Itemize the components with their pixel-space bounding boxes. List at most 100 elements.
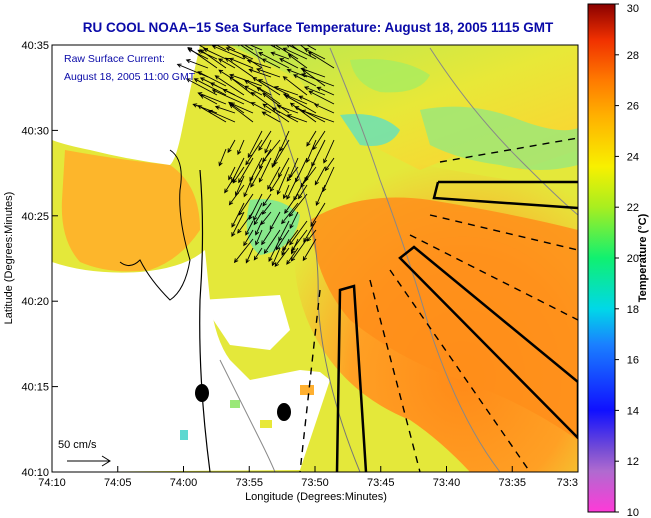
current-vector (294, 106, 326, 123)
current-vector (250, 166, 263, 188)
bathy-contour-1 (254, 47, 361, 472)
current-vector (237, 211, 254, 234)
current-vector (185, 78, 218, 96)
bathy-contour-2 (329, 47, 501, 472)
current-vector (281, 238, 290, 256)
current-vector (243, 85, 263, 96)
current-vector (268, 238, 281, 262)
current-vector (286, 247, 299, 265)
current-vector (176, 63, 209, 78)
current-vector (290, 238, 299, 255)
current-vector (257, 79, 290, 96)
colorbar-tick-label: 18 (627, 304, 639, 316)
current-vector (314, 166, 326, 186)
current-vector (279, 58, 299, 69)
current-vector (246, 59, 272, 69)
current-vector (289, 211, 299, 229)
current-vector (306, 229, 317, 242)
x-tick-label: 73:50 (301, 477, 329, 489)
current-vector (264, 139, 272, 154)
current-vector (287, 54, 308, 69)
current-vector (323, 139, 335, 164)
current-vector (237, 139, 245, 156)
current-vector (211, 89, 245, 105)
current-vector (306, 45, 317, 51)
current-vector (298, 95, 317, 105)
current-vector (271, 247, 281, 267)
current-vector (218, 148, 227, 167)
current-vector (197, 92, 227, 105)
x-tick-label: 73:35 (498, 477, 526, 489)
current-vector (228, 184, 245, 206)
current-vector (258, 52, 290, 69)
land-south (52, 250, 330, 472)
station-marker-1 (195, 384, 209, 402)
pixel-patch-2 (180, 430, 188, 440)
colorbar-tick-label: 30 (627, 3, 639, 15)
current-vector (324, 157, 335, 172)
x-tick-label: 73:45 (367, 477, 395, 489)
current-vector (301, 73, 335, 87)
current-vector (228, 166, 236, 181)
land-north (52, 45, 200, 165)
current-vector (314, 103, 335, 114)
current-vector (301, 69, 326, 87)
cloud-mask-1 (200, 295, 290, 350)
current-vector (224, 175, 236, 194)
current-vector (271, 107, 299, 123)
current-vector (262, 92, 290, 114)
x-tick-label: 74:10 (38, 477, 66, 489)
dashed-line-4 (409, 234, 578, 321)
current-vector (185, 59, 209, 69)
current-vector (303, 48, 326, 60)
current-vector (270, 51, 290, 60)
current-vector (269, 175, 281, 193)
current-vector (256, 86, 281, 105)
current-vector (199, 49, 227, 69)
colorbar-label: Temperature (°C) (637, 213, 649, 302)
cool-patch-2 (350, 59, 430, 93)
current-vector (286, 45, 317, 60)
coastline (199, 169, 211, 472)
current-vector (274, 247, 290, 268)
scale-arrow (67, 455, 111, 467)
current-vector (290, 45, 299, 51)
colorbar-ticks: 10 12 14 16 18 20 22 24 26 28 30 (615, 3, 639, 518)
current-title-label: Raw Surface Current: (64, 53, 165, 65)
colorbar-tick-label: 16 (627, 355, 639, 367)
current-vector (232, 166, 245, 184)
colorbar-tick-label: 24 (627, 151, 639, 163)
x-tick-label: 73:55 (235, 477, 263, 489)
y-tick-label: 40:15 (21, 382, 49, 394)
current-vector (231, 202, 245, 228)
current-vector (214, 75, 245, 96)
current-vector (197, 71, 227, 87)
x-tick-label: 74:05 (104, 477, 132, 489)
current-time-label: August 18, 2005 11:00 GMT (64, 71, 196, 83)
current-vector (203, 48, 227, 60)
current-vector (247, 130, 263, 159)
current-vector (322, 166, 335, 193)
current-vector (284, 94, 317, 114)
current-vector (207, 109, 236, 123)
current-vector (261, 229, 272, 246)
current-vector (282, 76, 308, 96)
y-tick-label: 40:30 (21, 125, 49, 137)
current-vector (214, 105, 236, 114)
colorbar-tick-label: 28 (627, 50, 639, 62)
bathy-contour-4 (219, 359, 276, 472)
current-vector (253, 247, 263, 261)
current-vector (279, 130, 290, 152)
current-vector (298, 184, 308, 200)
current-vector (289, 220, 308, 246)
cool-patch-4 (340, 114, 400, 146)
transect-polygon-2 (398, 245, 578, 440)
current-vector (258, 157, 272, 183)
current-vectors (176, 45, 335, 268)
current-vector (245, 139, 263, 166)
current-vector (228, 76, 254, 96)
y-axis-label: Latitude (Degrees:Minutes) (3, 192, 15, 325)
current-vector (187, 46, 218, 69)
current-vector (238, 157, 254, 184)
current-vector (225, 47, 254, 60)
